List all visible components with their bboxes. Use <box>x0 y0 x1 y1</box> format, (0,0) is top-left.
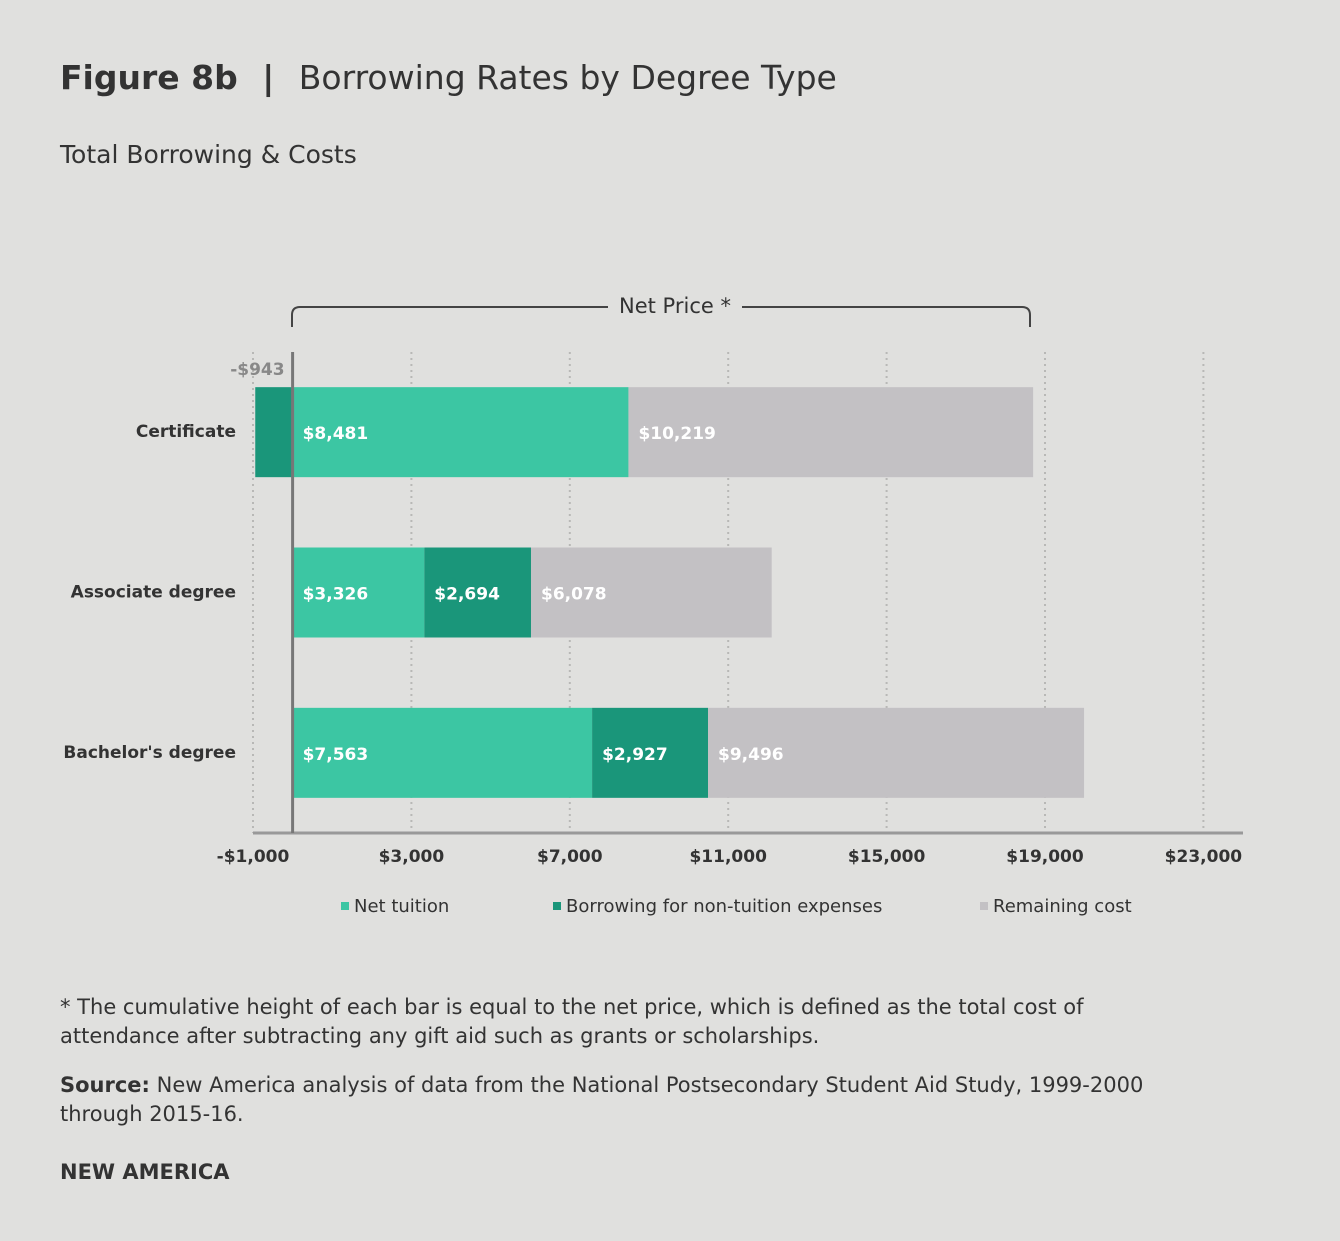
legend-label: Remaining cost <box>993 896 1132 917</box>
category-label: Certificate <box>136 422 236 442</box>
value-label: $3,326 <box>303 585 369 605</box>
value-label: $2,694 <box>434 585 500 605</box>
value-label: $2,927 <box>602 745 668 765</box>
category-label: Bachelor's degree <box>63 743 236 763</box>
bar-segment <box>424 547 531 638</box>
bar-segment <box>292 547 425 638</box>
x-tick-label: -$1,000 <box>217 847 290 867</box>
value-label: $8,481 <box>303 424 369 444</box>
separator: | <box>262 58 275 97</box>
brand: NEW AMERICA <box>60 1160 230 1184</box>
value-label: $10,219 <box>638 424 715 444</box>
x-tick-label: $11,000 <box>689 847 767 867</box>
bar-segment <box>292 707 593 798</box>
source-text: New America analysis of data from the Na… <box>60 1073 1144 1126</box>
bar-segment <box>708 707 1085 798</box>
value-label: -$943 <box>230 360 284 380</box>
figure-label: Figure 8b <box>60 58 238 97</box>
source: Source: New America analysis of data fro… <box>60 1071 1170 1129</box>
legend-swatch <box>980 902 988 910</box>
bar-segment <box>592 707 709 798</box>
source-label: Source: <box>60 1073 150 1097</box>
legend-label: Net tuition <box>354 896 449 917</box>
bar-segment <box>530 547 772 638</box>
category-label: Associate degree <box>71 583 236 603</box>
x-tick-label: $15,000 <box>848 847 926 867</box>
net-price-bracket <box>291 306 1031 327</box>
footnote: * The cumulative height of each bar is e… <box>60 995 1084 1048</box>
chart: Net Price * -$1,000 $3,000 $7,000 $11,000 $1… <box>63 294 1243 917</box>
header: Figure 8b | Borrowing Rates by Degree Ty… <box>60 58 837 97</box>
bar-segment <box>255 387 293 478</box>
x-tick-label: $3,000 <box>379 847 445 867</box>
x-tick-label: $19,000 <box>1006 847 1084 867</box>
legend-swatch <box>341 902 349 910</box>
title: Borrowing Rates by Degree Type <box>298 58 837 97</box>
x-tick-label: $7,000 <box>537 847 603 867</box>
value-label: $9,496 <box>718 745 784 765</box>
legend-swatch <box>553 902 561 910</box>
legend-label: Borrowing for non-tuition expenses <box>566 896 882 917</box>
value-label: $6,078 <box>541 585 607 605</box>
bar-segment <box>628 387 1034 478</box>
subtitle: Total Borrowing & Costs <box>60 140 357 169</box>
value-label: $7,563 <box>303 745 369 765</box>
bar-segment <box>292 387 629 478</box>
annotation: Net Price * <box>619 294 731 318</box>
x-tick-label: $23,000 <box>1165 847 1243 867</box>
